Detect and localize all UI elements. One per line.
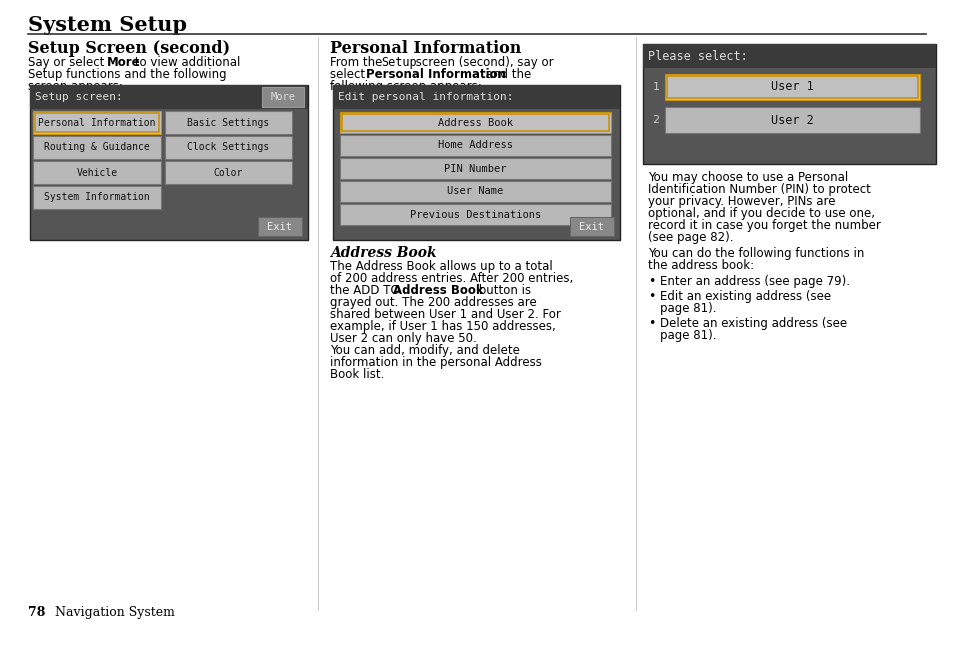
Bar: [333, 85, 619, 240]
Text: •: •: [647, 290, 655, 303]
Text: The Address Book allows up to a total: The Address Book allows up to a total: [330, 260, 552, 273]
Text: your privacy. However, PINs are: your privacy. However, PINs are: [647, 195, 835, 208]
Bar: [664, 107, 919, 133]
Bar: [165, 111, 292, 134]
Text: Setup: Setup: [380, 56, 416, 69]
Text: 1: 1: [652, 82, 659, 92]
Bar: [664, 74, 919, 100]
Bar: [165, 161, 292, 184]
Text: Identification Number (PIN) to protect: Identification Number (PIN) to protect: [647, 183, 870, 196]
Text: More: More: [107, 56, 140, 69]
Text: Book list.: Book list.: [330, 368, 384, 381]
Text: Please select:: Please select:: [647, 50, 747, 63]
Bar: [35, 113, 159, 132]
Text: screen (second), say or: screen (second), say or: [412, 56, 553, 69]
Text: select: select: [330, 68, 369, 81]
Text: record it in case you forget the number: record it in case you forget the number: [647, 219, 880, 232]
Text: the ADD TO: the ADD TO: [330, 284, 403, 297]
Bar: [642, 44, 935, 164]
Text: information in the personal Address: information in the personal Address: [330, 356, 541, 369]
Bar: [30, 85, 308, 240]
Bar: [569, 217, 614, 236]
Text: example, if User 1 has 150 addresses,: example, if User 1 has 150 addresses,: [330, 320, 556, 333]
Text: optional, and if you decide to use one,: optional, and if you decide to use one,: [647, 207, 874, 220]
Text: Personal Information: Personal Information: [366, 68, 505, 81]
Bar: [666, 76, 917, 98]
Bar: [33, 111, 161, 134]
Bar: [333, 85, 619, 109]
Bar: [339, 112, 610, 133]
Text: Personal Information: Personal Information: [330, 40, 521, 57]
Text: grayed out. The 200 addresses are: grayed out. The 200 addresses are: [330, 296, 537, 309]
Text: System Information: System Information: [44, 192, 150, 203]
Bar: [341, 114, 608, 131]
Text: screen appears:: screen appears:: [28, 80, 123, 93]
Text: Enter an address (see page 79).: Enter an address (see page 79).: [659, 275, 849, 288]
Text: User 2: User 2: [770, 113, 813, 126]
Bar: [339, 204, 610, 225]
Text: Address Book: Address Book: [330, 246, 436, 260]
Text: following screen appears:: following screen appears:: [330, 80, 481, 93]
Text: of 200 address entries. After 200 entries,: of 200 address entries. After 200 entrie…: [330, 272, 573, 285]
Text: From the: From the: [330, 56, 386, 69]
Bar: [33, 186, 161, 209]
Bar: [339, 158, 610, 179]
Text: Previous Destinations: Previous Destinations: [410, 209, 540, 220]
Text: Say or select: Say or select: [28, 56, 108, 69]
Text: Edit an existing address (see: Edit an existing address (see: [659, 290, 830, 303]
Bar: [339, 181, 610, 202]
Text: page 81).: page 81).: [659, 329, 716, 342]
Text: User Name: User Name: [447, 186, 503, 196]
Text: Home Address: Home Address: [437, 140, 513, 151]
Text: •: •: [647, 317, 655, 330]
Text: 78: 78: [28, 606, 46, 619]
Bar: [30, 85, 308, 109]
Text: Setup functions and the following: Setup functions and the following: [28, 68, 227, 81]
Text: You may choose to use a Personal: You may choose to use a Personal: [647, 171, 847, 184]
Bar: [262, 87, 304, 107]
Text: and the: and the: [481, 68, 531, 81]
Text: Personal Information: Personal Information: [38, 117, 155, 128]
Text: Setup screen:: Setup screen:: [35, 92, 123, 102]
Text: Routing & Guidance: Routing & Guidance: [44, 143, 150, 153]
Text: •: •: [647, 275, 655, 288]
Text: shared between User 1 and User 2. For: shared between User 1 and User 2. For: [330, 308, 560, 321]
Text: Clock Settings: Clock Settings: [187, 143, 270, 153]
Text: You can add, modify, and delete: You can add, modify, and delete: [330, 344, 519, 357]
Text: Color: Color: [213, 168, 243, 177]
Text: Address Book: Address Book: [437, 117, 513, 128]
Text: Address Book: Address Book: [393, 284, 483, 297]
Text: Vehicle: Vehicle: [76, 168, 117, 177]
Text: User 1: User 1: [770, 80, 813, 93]
Text: Edit personal information:: Edit personal information:: [337, 92, 513, 102]
Bar: [165, 136, 292, 159]
Text: Delete an existing address (see: Delete an existing address (see: [659, 317, 846, 330]
Bar: [33, 136, 161, 159]
Text: You can do the following functions in: You can do the following functions in: [647, 247, 863, 260]
Text: (see page 82).: (see page 82).: [647, 231, 733, 244]
Bar: [257, 217, 302, 236]
Text: Setup Screen (second): Setup Screen (second): [28, 40, 230, 57]
Text: the address book:: the address book:: [647, 259, 753, 272]
Text: Exit: Exit: [578, 222, 604, 231]
Text: User 2 can only have 50.: User 2 can only have 50.: [330, 332, 476, 345]
Text: Exit: Exit: [267, 222, 293, 231]
Text: to view additional: to view additional: [131, 56, 240, 69]
Text: PIN Number: PIN Number: [444, 164, 506, 173]
Text: System Setup: System Setup: [28, 15, 187, 35]
Bar: [642, 44, 935, 68]
Text: More: More: [271, 92, 295, 102]
Text: Basic Settings: Basic Settings: [187, 117, 270, 128]
Bar: [33, 161, 161, 184]
Bar: [339, 135, 610, 156]
Text: button is: button is: [475, 284, 531, 297]
Text: Navigation System: Navigation System: [55, 606, 174, 619]
Text: 2: 2: [652, 115, 659, 125]
Text: page 81).: page 81).: [659, 302, 716, 315]
